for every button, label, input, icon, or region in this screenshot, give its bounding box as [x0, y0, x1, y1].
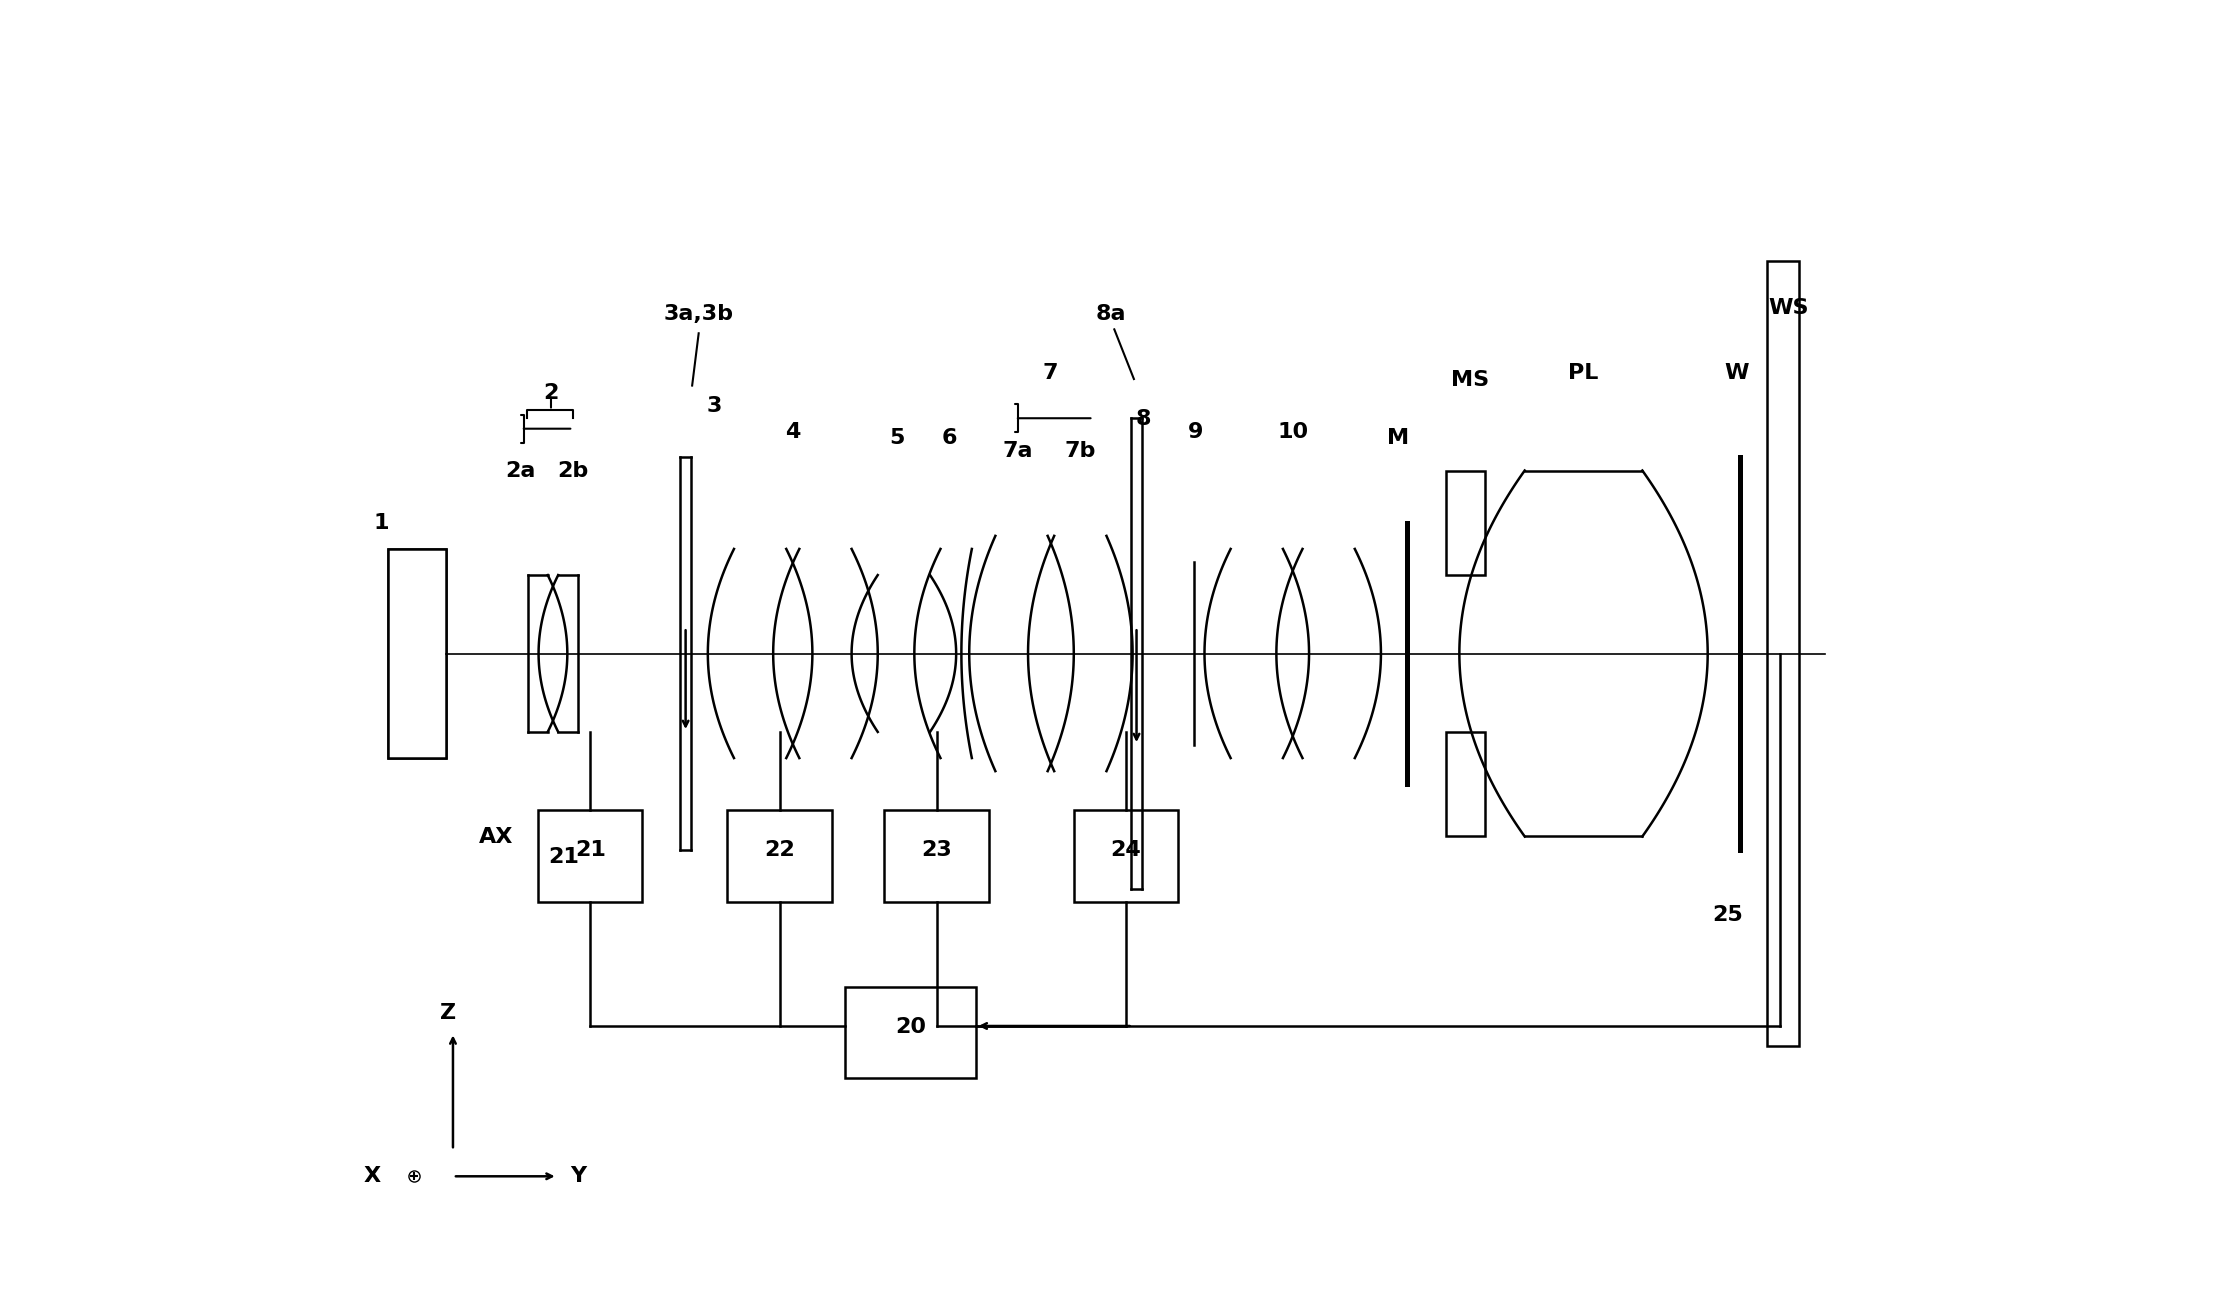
Text: 24: 24: [1111, 840, 1142, 860]
Text: 23: 23: [922, 840, 953, 860]
Bar: [539, 810, 643, 902]
Text: Z: Z: [441, 1004, 456, 1023]
Text: 3a,3b: 3a,3b: [663, 305, 735, 324]
Bar: [846, 987, 975, 1078]
Text: 1: 1: [374, 514, 390, 533]
Text: 21: 21: [574, 840, 605, 860]
Text: 3: 3: [706, 396, 721, 416]
Text: 7b: 7b: [1064, 442, 1095, 461]
Text: WS: WS: [1767, 298, 1810, 318]
Text: M: M: [1387, 429, 1409, 448]
Text: 9: 9: [1189, 422, 1202, 442]
Text: 5: 5: [890, 429, 906, 448]
Text: MS: MS: [1451, 370, 1489, 389]
Text: 10: 10: [1278, 422, 1309, 442]
Text: 20: 20: [895, 1017, 926, 1036]
Text: PL: PL: [1569, 363, 1598, 383]
Bar: [1447, 471, 1485, 575]
Bar: [884, 810, 988, 902]
Text: 7: 7: [1042, 363, 1057, 383]
Text: W: W: [1725, 363, 1750, 383]
Text: 7a: 7a: [1002, 442, 1033, 461]
Text: 8: 8: [1135, 409, 1151, 429]
Text: 4: 4: [786, 422, 801, 442]
Text: 6: 6: [942, 429, 957, 448]
Bar: [1767, 261, 1799, 1046]
Text: 21: 21: [548, 847, 579, 867]
Text: AX: AX: [479, 827, 514, 847]
Bar: [1073, 810, 1178, 902]
Text: 25: 25: [1712, 906, 1743, 925]
Text: 2: 2: [543, 383, 559, 403]
Bar: [387, 549, 447, 758]
Bar: [1447, 732, 1485, 836]
Text: 2b: 2b: [556, 461, 590, 481]
Bar: [728, 810, 833, 902]
Bar: [387, 549, 447, 758]
Text: 22: 22: [764, 840, 795, 860]
Text: 2a: 2a: [505, 461, 536, 481]
Text: X: X: [365, 1166, 381, 1187]
Text: Y: Y: [570, 1166, 588, 1187]
Text: 8a: 8a: [1095, 305, 1126, 324]
